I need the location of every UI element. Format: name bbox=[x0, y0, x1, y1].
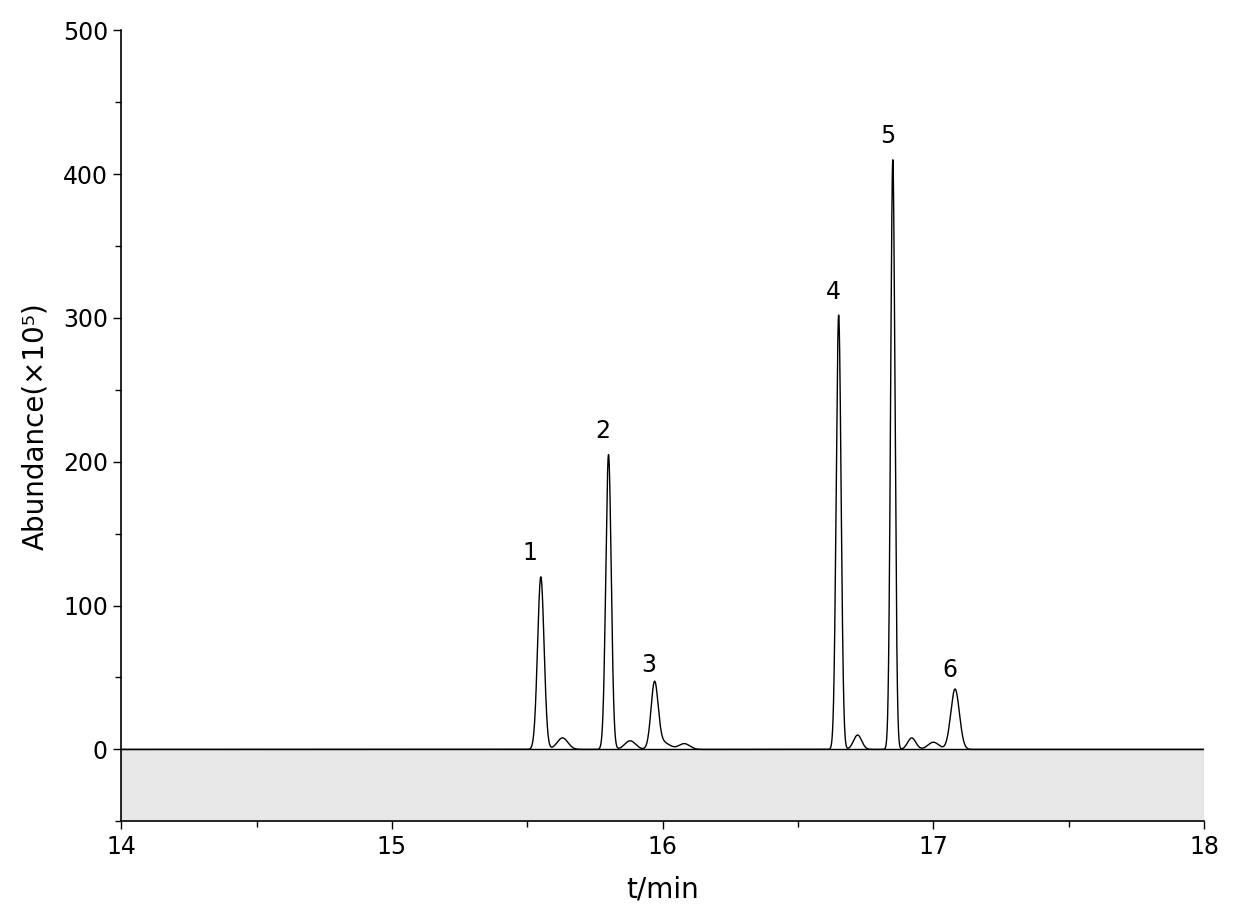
Y-axis label: Abundance(×10⁵): Abundance(×10⁵) bbox=[21, 302, 48, 550]
Bar bbox=[122, 749, 1204, 821]
X-axis label: t/min: t/min bbox=[626, 875, 699, 903]
Text: 1: 1 bbox=[522, 541, 537, 565]
Text: 3: 3 bbox=[641, 653, 657, 677]
Text: 5: 5 bbox=[879, 124, 895, 148]
Text: 4: 4 bbox=[826, 280, 841, 304]
Text: 6: 6 bbox=[942, 658, 957, 682]
Text: 2: 2 bbox=[595, 419, 610, 444]
